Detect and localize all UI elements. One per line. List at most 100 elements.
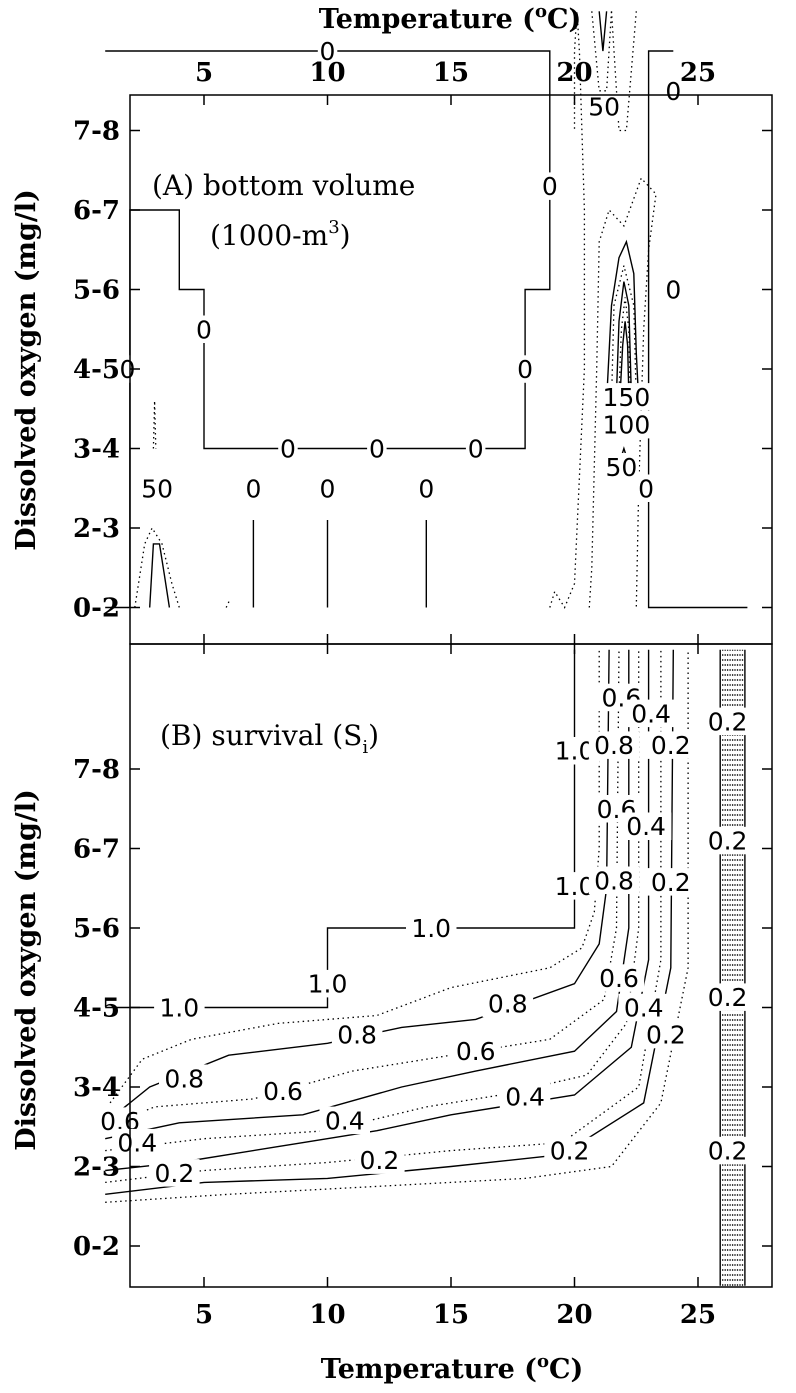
contour-line-1.0 xyxy=(105,649,576,1009)
contour-label-bg xyxy=(618,993,669,1022)
contour-label-bg xyxy=(194,315,214,343)
contour-label-bg xyxy=(544,1136,595,1165)
contour-label: 0.2 xyxy=(708,1137,748,1166)
y-tick-label: 0-2 xyxy=(73,1232,120,1262)
contour-label-bg xyxy=(243,474,264,502)
contour-label: 0 xyxy=(245,474,261,503)
contour-label-bg xyxy=(416,474,437,502)
contour-label-bg xyxy=(586,92,622,121)
contour-line-0 xyxy=(647,50,748,609)
contour-label: 0.8 xyxy=(488,990,528,1019)
contour-label-bg xyxy=(465,434,486,463)
x-tick-label: 5 xyxy=(195,58,213,88)
contour-line-0.7 xyxy=(104,649,620,1128)
contour-label: 0.6 xyxy=(456,1037,496,1066)
contour-line-25 xyxy=(152,400,157,449)
contour-label: 100 xyxy=(603,411,651,440)
contour-label: 0 xyxy=(320,37,336,66)
contour-label-bg xyxy=(117,355,138,383)
contour-label-bg xyxy=(159,1064,210,1092)
contour-label: 0 xyxy=(369,435,385,464)
contour-label: 0.8 xyxy=(594,731,634,760)
panel-a-ticks: 5 10 15 20 25 0-2 2-3 3-4 4-5 5-6 6-7 7-8 xyxy=(73,58,772,644)
contour-line-0.2 xyxy=(105,649,674,1195)
panel-b-contour-labels: 0.60.4 0.21.0 0.8 0.20.60.4 0.21.0 0.8 0.21.01… xyxy=(94,683,753,1188)
contour-line-75 xyxy=(610,265,637,401)
contour-label: 1.0 xyxy=(411,914,451,943)
contour-label-bg xyxy=(702,983,753,1011)
contour-label-bg xyxy=(593,964,645,992)
contour-label: 0 xyxy=(638,474,654,503)
contour-label: 0.2 xyxy=(708,707,748,736)
contour-label: 0.2 xyxy=(708,827,748,856)
contour-label: 0.6 xyxy=(263,1077,303,1106)
contour-label: 1.0 xyxy=(555,737,595,766)
contour-label-bg xyxy=(540,172,560,200)
contour-label-bg xyxy=(601,410,652,439)
contour-label-bg xyxy=(112,1128,163,1157)
contour-line-50 xyxy=(149,543,171,608)
contour-label-bg xyxy=(482,989,534,1018)
contour-label: 0.4 xyxy=(624,994,664,1023)
contour-label: 0 xyxy=(280,435,296,464)
panel-a-contours xyxy=(105,11,748,609)
x-tick-label: 15 xyxy=(433,1300,469,1330)
contour-line-25 xyxy=(134,526,180,608)
contour-label: 0.4 xyxy=(505,1083,545,1112)
contour-label-bg xyxy=(367,434,387,463)
contour-label-bg xyxy=(450,1037,501,1065)
x-tick-label: 15 xyxy=(433,58,469,88)
contour-line-0.5 xyxy=(105,649,640,1152)
contour-label: 0.4 xyxy=(631,699,671,728)
contour-line-0.3 xyxy=(105,649,662,1184)
contour-label-bg xyxy=(620,812,672,840)
contour-label: 0.2 xyxy=(360,1146,400,1175)
contour-label: 1.0 xyxy=(555,872,595,901)
contour-label-bg xyxy=(588,866,640,894)
contour-label: 50 xyxy=(605,453,637,482)
contour-label: 0 xyxy=(665,276,681,305)
contour-label: 0.4 xyxy=(626,812,666,841)
contour-label-bg xyxy=(663,275,683,304)
contour-label: 50 xyxy=(141,474,173,503)
contour-label: 0.2 xyxy=(651,868,691,897)
panel-b-survival: 0.60.4 0.21.0 0.8 0.20.60.4 0.21.0 0.8 0.21.01… xyxy=(73,643,773,1330)
x-tick-label: 10 xyxy=(309,1300,345,1330)
y-tick-label: 2-3 xyxy=(73,514,120,544)
contour-label: 0.8 xyxy=(337,1021,377,1050)
contour-line-50 xyxy=(605,239,640,401)
contour-label: 150 xyxy=(603,383,651,412)
contour-label-bg xyxy=(588,731,640,759)
contour-line-25 xyxy=(588,176,657,608)
y-tick-label: 6-7 xyxy=(73,835,120,865)
panel-b-label: (B) survival (Si) xyxy=(160,719,379,758)
contour-label: 0 xyxy=(418,474,434,503)
y-tick-label: 5-6 xyxy=(73,276,120,306)
contour-label: 0 xyxy=(468,435,484,464)
contour-label-bg xyxy=(625,699,677,728)
contour-label: 0 xyxy=(196,315,212,344)
contour-label: 0.4 xyxy=(117,1129,157,1158)
contour-label-bg xyxy=(603,453,639,481)
contour-label-bg xyxy=(354,1146,405,1174)
contour-label: 0.2 xyxy=(155,1159,195,1188)
panel-a-sublabel: (1000-m3) xyxy=(210,217,351,252)
contour-line-25 xyxy=(591,11,613,92)
contour-label: 0 xyxy=(119,355,135,384)
contour-label-bg xyxy=(154,993,205,1022)
y-tick-label: 7-8 xyxy=(73,755,120,785)
y-tick-label: 7-8 xyxy=(73,117,120,147)
contour-line-150 xyxy=(619,321,630,393)
contour-line-125 xyxy=(618,297,631,393)
contour-label-bg xyxy=(319,1106,370,1135)
x-tick-label: 25 xyxy=(680,58,716,88)
y-tick-label: 4-5 xyxy=(73,355,120,385)
contour-label-bg xyxy=(139,474,175,502)
contour-label-bg xyxy=(636,474,656,502)
contour-label: 0 xyxy=(517,355,533,384)
panel-b-y-axis-title: Dissolved oxygen (mg/l) xyxy=(11,789,42,1150)
contour-label: 1.0 xyxy=(159,994,199,1023)
contour-label-bg xyxy=(331,1020,383,1049)
